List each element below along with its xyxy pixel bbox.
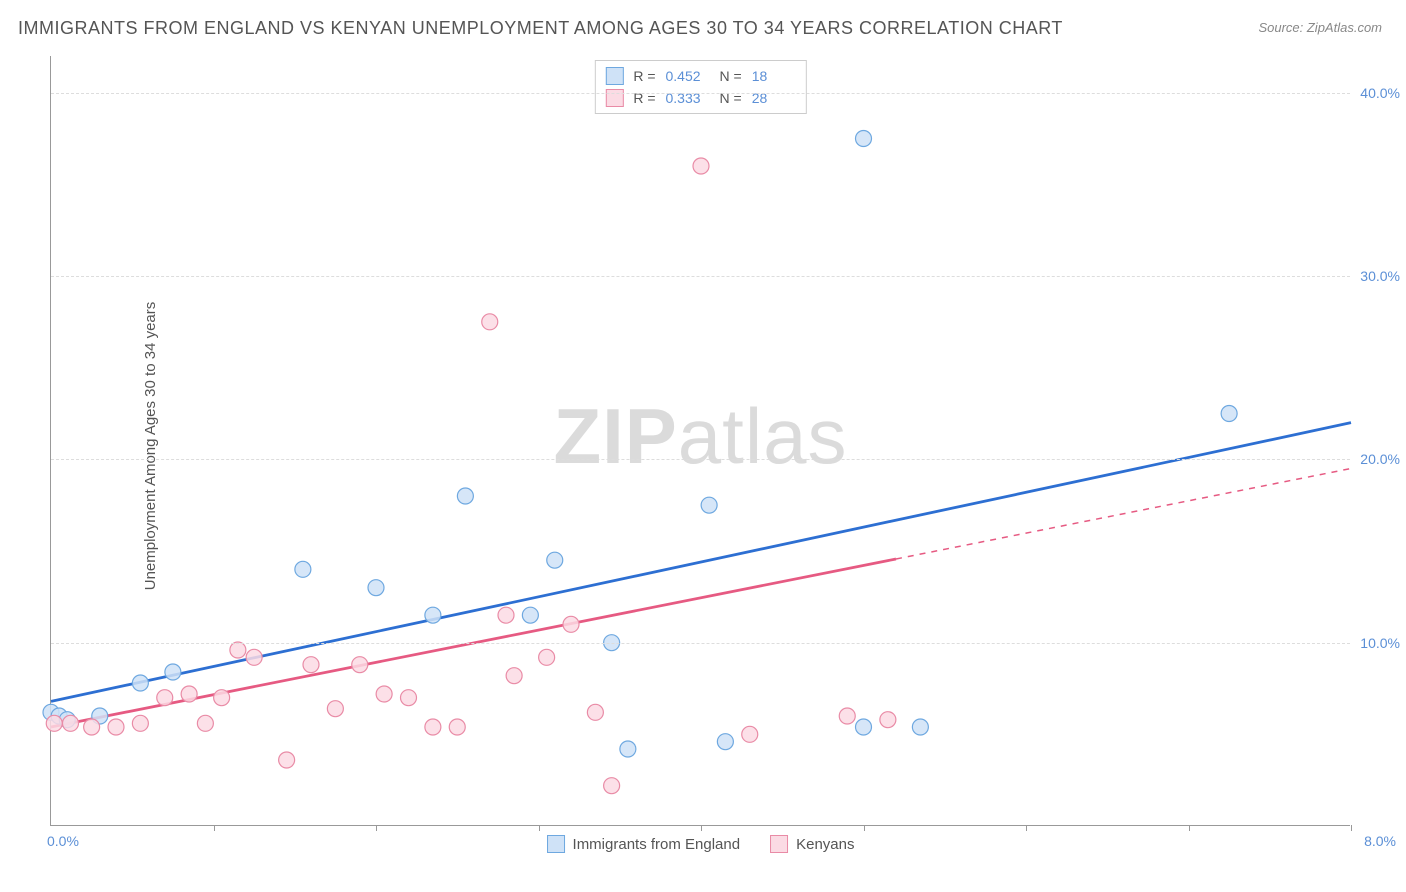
data-point <box>547 552 563 568</box>
data-point <box>230 642 246 658</box>
series-legend: Immigrants from England Kenyans <box>547 835 855 853</box>
plot-area: ZIPatlas R =0.452N =18R =0.333N =28 Immi… <box>50 56 1350 826</box>
y-tick-label: 10.0% <box>1354 635 1400 651</box>
x-tick <box>1026 825 1027 831</box>
legend-n-value: 18 <box>752 65 796 87</box>
correlation-legend: R = 0.452 N = 18 R = 0.333 N = 28 <box>594 60 806 114</box>
data-point <box>157 690 173 706</box>
gridline <box>51 276 1350 277</box>
chart-title: IMMIGRANTS FROM ENGLAND VS KENYAN UNEMPL… <box>18 18 1063 39</box>
data-point <box>620 741 636 757</box>
legend-label: Kenyans <box>796 836 854 853</box>
data-point <box>693 158 709 174</box>
gridline <box>51 643 1350 644</box>
data-point <box>84 719 100 735</box>
data-point <box>295 561 311 577</box>
data-point <box>717 734 733 750</box>
data-point <box>197 715 213 731</box>
data-point <box>742 726 758 742</box>
y-tick-label: 20.0% <box>1354 451 1400 467</box>
legend-swatch <box>605 67 623 85</box>
data-point <box>165 664 181 680</box>
legend-item: Immigrants from England <box>547 835 741 853</box>
x-axis-max-label: 8.0% <box>1364 833 1396 849</box>
x-tick <box>1189 825 1190 831</box>
data-point <box>449 719 465 735</box>
data-point <box>279 752 295 768</box>
chart-svg <box>51 56 1350 825</box>
data-point <box>425 719 441 735</box>
data-point <box>108 719 124 735</box>
data-point <box>181 686 197 702</box>
data-point <box>880 712 896 728</box>
legend-r-label: R = <box>633 65 655 87</box>
x-tick <box>864 825 865 831</box>
legend-swatch <box>547 835 565 853</box>
data-point <box>46 715 62 731</box>
data-point <box>856 131 872 147</box>
data-point <box>604 778 620 794</box>
data-point <box>132 675 148 691</box>
data-point <box>425 607 441 623</box>
x-tick <box>1351 825 1352 831</box>
x-tick <box>539 825 540 831</box>
data-point <box>214 690 230 706</box>
data-point <box>539 649 555 665</box>
data-point <box>856 719 872 735</box>
legend-r-label: R = <box>633 87 655 109</box>
x-tick <box>214 825 215 831</box>
legend-n-label: N = <box>720 65 742 87</box>
gridline <box>51 459 1350 460</box>
data-point <box>376 686 392 702</box>
y-tick-label: 30.0% <box>1354 268 1400 284</box>
data-point <box>522 607 538 623</box>
legend-row: R = 0.333 N = 28 <box>605 87 795 109</box>
legend-n-value: 28 <box>752 87 796 109</box>
data-point <box>327 701 343 717</box>
legend-r-value: 0.452 <box>666 65 710 87</box>
legend-label: Immigrants from England <box>573 836 741 853</box>
data-point <box>368 580 384 596</box>
data-point <box>303 657 319 673</box>
data-point <box>352 657 368 673</box>
data-point <box>63 715 79 731</box>
data-point <box>563 616 579 632</box>
y-tick-label: 40.0% <box>1354 85 1400 101</box>
x-tick <box>701 825 702 831</box>
legend-n-label: N = <box>720 87 742 109</box>
data-point <box>506 668 522 684</box>
trend-line-dashed <box>896 469 1351 559</box>
data-point <box>457 488 473 504</box>
legend-r-value: 0.333 <box>666 87 710 109</box>
legend-swatch <box>770 835 788 853</box>
data-point <box>912 719 928 735</box>
legend-item: Kenyans <box>770 835 854 853</box>
data-point <box>587 704 603 720</box>
gridline <box>51 93 1350 94</box>
data-point <box>401 690 417 706</box>
data-point <box>246 649 262 665</box>
data-point <box>482 314 498 330</box>
legend-row: R = 0.452 N = 18 <box>605 65 795 87</box>
source-attribution: Source: ZipAtlas.com <box>1258 20 1382 35</box>
data-point <box>498 607 514 623</box>
data-point <box>701 497 717 513</box>
data-point <box>839 708 855 724</box>
x-axis-min-label: 0.0% <box>47 833 79 849</box>
data-point <box>1221 406 1237 422</box>
data-point <box>132 715 148 731</box>
x-tick <box>376 825 377 831</box>
